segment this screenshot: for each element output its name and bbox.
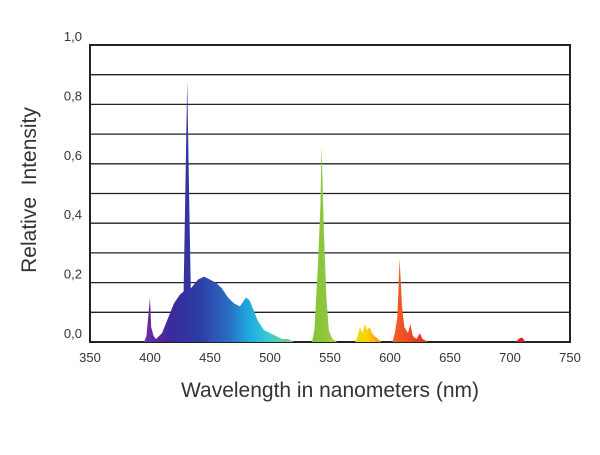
x-tick-label: 350 — [79, 350, 101, 365]
spectrum-area-group — [90, 80, 570, 342]
y-axis-ticks: 0,0 0,2 0,4 0,6 0,8 1,0 — [64, 29, 82, 341]
x-tick-label: 400 — [139, 350, 161, 365]
x-tick-label: 550 — [319, 350, 341, 365]
x-tick-label: 450 — [199, 350, 221, 365]
y-tick-label: 1,0 — [64, 29, 82, 44]
x-axis-ticks: 350 400 450 500 550 600 650 700 750 — [79, 350, 581, 365]
x-axis-label: Wavelength in nanometers (nm) — [181, 379, 479, 402]
y-tick-label: 0,0 — [64, 326, 82, 341]
y-tick-label: 0,4 — [64, 207, 82, 222]
x-tick-label: 700 — [499, 350, 521, 365]
x-tick-label: 500 — [259, 350, 281, 365]
y-tick-label: 0,6 — [64, 148, 82, 163]
y-tick-label: 0,8 — [64, 88, 82, 103]
y-axis-label: Relative Intensity — [18, 107, 41, 273]
gridlines — [90, 74, 570, 313]
spectrum-area — [90, 80, 570, 342]
x-tick-label: 600 — [379, 350, 401, 365]
x-tick-label: 650 — [439, 350, 461, 365]
y-tick-label: 0,2 — [64, 267, 82, 282]
x-tick-label: 750 — [559, 350, 581, 365]
